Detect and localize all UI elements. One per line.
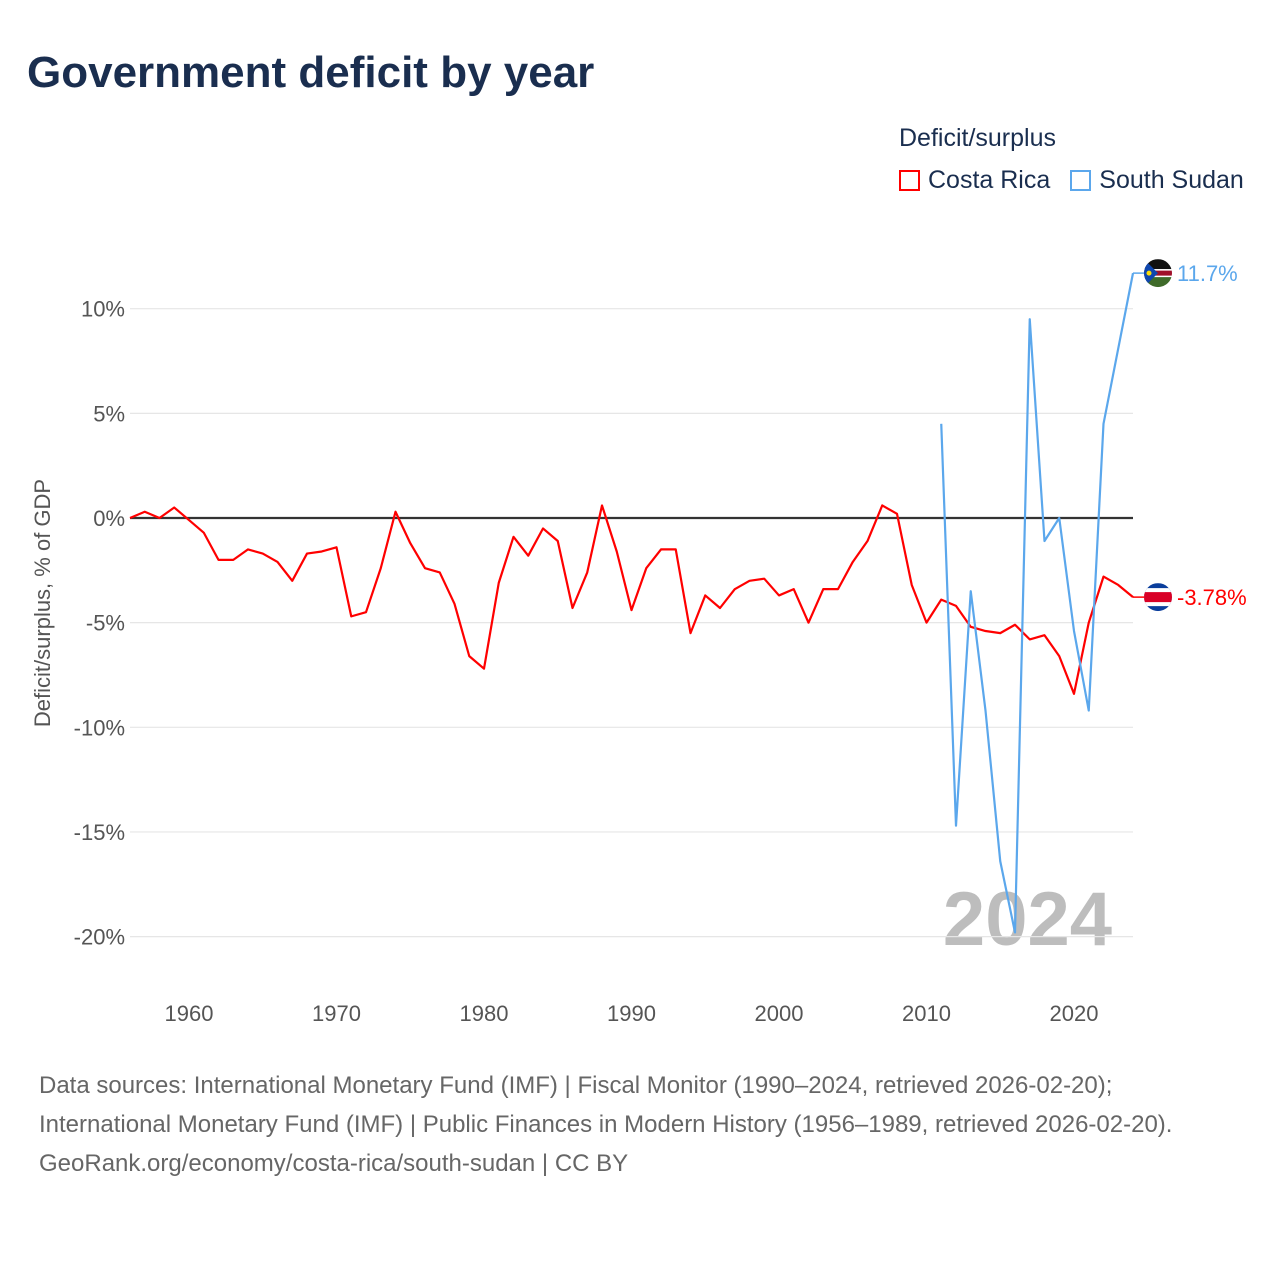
credit-link[interactable]: GeoRank.org/economy/costa-rica/south-sud… bbox=[39, 1150, 629, 1177]
x-tick-label: 1990 bbox=[607, 1001, 656, 1026]
legend-label: South Sudan bbox=[1099, 166, 1244, 194]
costa-rica-flag-icon bbox=[1144, 583, 1172, 612]
south-sudan-flag-icon bbox=[1144, 259, 1172, 288]
y-axis-label: Deficit/surplus, % of GDP bbox=[30, 479, 55, 727]
x-tick-label: 2020 bbox=[1050, 1001, 1099, 1026]
x-tick-label: 1980 bbox=[460, 1001, 509, 1026]
x-tick-label: 1970 bbox=[312, 1001, 361, 1026]
x-tick-label: 2000 bbox=[755, 1001, 804, 1026]
footer: Data sources: International Monetary Fun… bbox=[39, 1066, 1239, 1183]
legend-swatch-costa-rica bbox=[899, 170, 920, 191]
x-tick-label: 2010 bbox=[902, 1001, 951, 1026]
y-tick-label: -20% bbox=[74, 925, 125, 950]
legend-label: Costa Rica bbox=[928, 166, 1051, 194]
page-title: Government deficit by year bbox=[27, 48, 595, 97]
legend-title: Deficit/surplus bbox=[899, 124, 1056, 152]
legend-item-costa-rica[interactable]: Costa Rica bbox=[899, 166, 1050, 195]
end-value-label: -3.78% bbox=[1177, 585, 1247, 610]
y-tick-label: 0% bbox=[93, 506, 125, 531]
x-tick-label: 1960 bbox=[165, 1001, 214, 1026]
data-sources: Data sources: International Monetary Fun… bbox=[39, 1072, 1173, 1138]
legend: Costa Rica South Sudan bbox=[899, 166, 1244, 195]
legend-item-south-sudan[interactable]: South Sudan bbox=[1070, 166, 1244, 195]
y-tick-label: -10% bbox=[74, 715, 125, 740]
end-value-label: 11.7% bbox=[1177, 261, 1238, 286]
y-tick-label: 10% bbox=[81, 297, 125, 322]
series-line-costa-rica bbox=[129, 504, 1134, 695]
y-tick-label: -5% bbox=[86, 611, 125, 636]
y-tick-label: -15% bbox=[74, 820, 125, 845]
line-chart: 2024 10% 5% 0% -5% -10% -15% -20% 1960 1970 1980 19… bbox=[30, 259, 1247, 1026]
legend-swatch-south-sudan bbox=[1070, 170, 1092, 191]
y-tick-label: 5% bbox=[93, 401, 125, 426]
year-watermark: 2024 bbox=[943, 877, 1112, 962]
series-line-south-sudan bbox=[940, 272, 1135, 934]
